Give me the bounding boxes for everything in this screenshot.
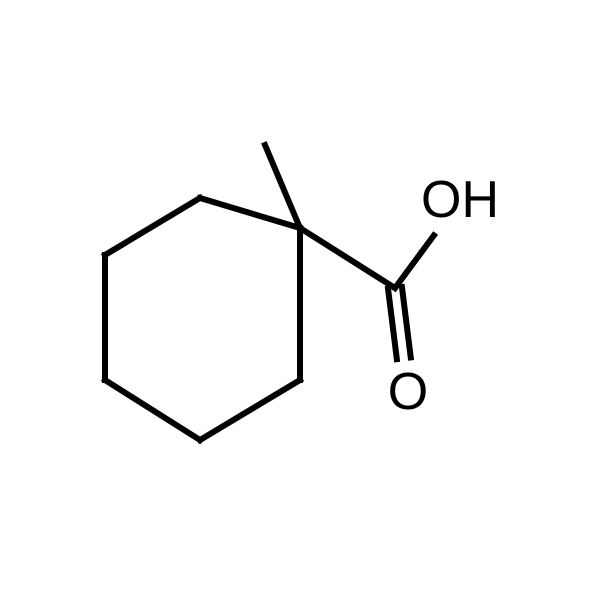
bond-line [395,235,434,288]
bond-line [402,287,411,357]
molecule-diagram: O OH [0,0,600,600]
bond-line [200,198,300,228]
bond-line [300,228,395,288]
bond-line [265,145,300,228]
bond-line [105,198,200,255]
bond-line [200,380,300,440]
atom-label-O9: O [388,363,428,421]
bond-line [388,289,397,359]
bond-line [105,380,200,440]
atom-label-O10: OH [421,171,499,229]
